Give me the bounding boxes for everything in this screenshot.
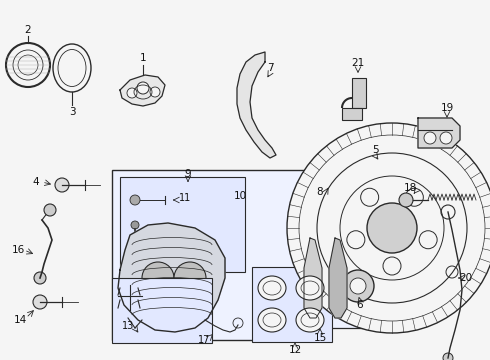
Text: 4: 4 (33, 177, 39, 187)
Circle shape (150, 87, 160, 97)
Text: 1: 1 (140, 53, 147, 63)
Circle shape (127, 88, 137, 98)
Text: 17: 17 (198, 335, 210, 345)
Circle shape (131, 221, 139, 229)
Polygon shape (418, 118, 460, 148)
Text: 2: 2 (24, 25, 31, 35)
Circle shape (340, 176, 444, 280)
Bar (120, 177, 245, 272)
Bar (352, 78, 366, 108)
Polygon shape (237, 52, 276, 158)
Circle shape (18, 55, 38, 75)
Circle shape (13, 50, 43, 80)
Circle shape (350, 278, 366, 294)
Circle shape (6, 43, 50, 87)
Text: 19: 19 (441, 103, 454, 113)
Circle shape (55, 178, 69, 192)
Text: 7: 7 (267, 63, 273, 73)
Bar (298, 228, 366, 328)
Circle shape (440, 132, 452, 144)
Circle shape (34, 272, 46, 284)
Text: 12: 12 (289, 345, 302, 355)
Ellipse shape (263, 313, 281, 327)
Circle shape (137, 82, 149, 94)
Text: 13: 13 (122, 321, 134, 331)
Bar (112, 170, 330, 340)
Text: 14: 14 (13, 315, 26, 325)
Circle shape (174, 262, 206, 294)
Circle shape (317, 153, 467, 303)
Circle shape (130, 195, 140, 205)
Bar (112, 278, 212, 343)
Ellipse shape (296, 276, 324, 300)
Ellipse shape (53, 44, 91, 92)
Text: 9: 9 (185, 169, 191, 179)
Circle shape (443, 353, 453, 360)
Circle shape (342, 270, 374, 302)
Text: 5: 5 (372, 145, 378, 155)
Bar (252, 267, 332, 342)
Bar (342, 108, 362, 120)
Circle shape (424, 132, 436, 144)
Text: 8: 8 (317, 187, 323, 197)
Text: 16: 16 (11, 245, 24, 255)
Circle shape (383, 257, 401, 275)
Circle shape (299, 135, 485, 321)
Circle shape (367, 203, 417, 253)
Circle shape (33, 295, 47, 309)
Text: 18: 18 (403, 183, 416, 193)
Text: 20: 20 (460, 273, 472, 283)
Circle shape (330, 170, 346, 186)
Ellipse shape (296, 308, 324, 332)
Text: 15: 15 (314, 333, 327, 343)
Polygon shape (120, 75, 165, 106)
Circle shape (419, 231, 437, 249)
Circle shape (361, 188, 379, 206)
Ellipse shape (301, 281, 319, 295)
Circle shape (347, 231, 365, 249)
Circle shape (142, 262, 174, 294)
Text: 21: 21 (351, 58, 365, 68)
Text: 10: 10 (233, 191, 246, 201)
Text: 11: 11 (179, 193, 191, 203)
Circle shape (399, 193, 413, 207)
Ellipse shape (58, 49, 86, 86)
Text: 6: 6 (357, 300, 363, 310)
Circle shape (44, 204, 56, 216)
Polygon shape (304, 238, 322, 318)
Ellipse shape (263, 281, 281, 295)
Polygon shape (329, 238, 347, 318)
Circle shape (287, 123, 490, 333)
Polygon shape (118, 223, 225, 332)
Ellipse shape (301, 313, 319, 327)
Ellipse shape (258, 276, 286, 300)
Ellipse shape (258, 308, 286, 332)
Circle shape (405, 188, 423, 206)
Text: 3: 3 (69, 107, 75, 117)
